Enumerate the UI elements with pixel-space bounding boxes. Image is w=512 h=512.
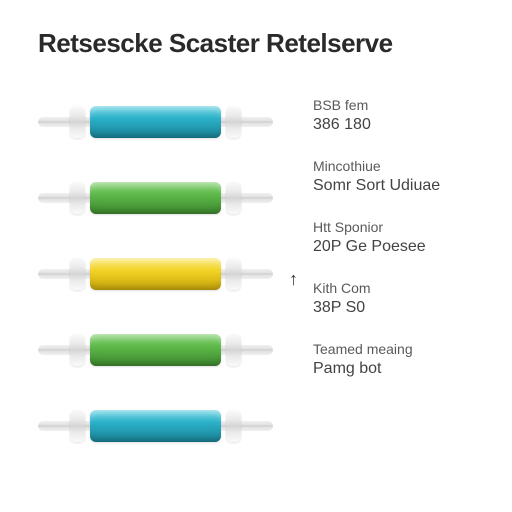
tube-cap-left [70,334,85,366]
tube-barrel [90,258,221,290]
tube-item [38,327,273,373]
tube-barrel [90,106,221,138]
tube-item [38,175,273,221]
page-title: Retsescke Scaster Retelserve [38,28,512,59]
tube-cap-right [226,410,241,442]
spec-item: Kith Com 38P S0 [313,280,440,317]
tube-cap-left [70,410,85,442]
spec-list: ↑ BSB fem 386 180 Mincothiue Somr Sort U… [313,97,440,449]
spec-label: Mincothiue [313,158,440,174]
spec-label: Teamed meaing [313,341,440,357]
arrow-up-icon: ↑ [289,269,298,290]
tube-cap-left [70,182,85,214]
spec-value: 386 180 [313,116,440,134]
content: ↑ BSB fem 386 180 Mincothiue Somr Sort U… [38,97,512,449]
tube-barrel [90,182,221,214]
tube-item [38,99,273,145]
tube-cap-left [70,258,85,290]
tube-cap-right [226,334,241,366]
tube-list [38,97,273,449]
tube-cap-right [226,106,241,138]
spec-value: 38P S0 [313,299,440,317]
spec-label: BSB fem [313,97,440,113]
tube-item [38,403,273,449]
spec-label: Htt Sponior [313,219,440,235]
spec-value: Pamg bot [313,360,440,378]
spec-item: Htt Sponior 20P Ge Poesee [313,219,440,256]
spec-item: Teamed meaing Pamg bot [313,341,440,378]
spec-label: Kith Com [313,280,440,296]
spec-item: BSB fem 386 180 [313,97,440,134]
tube-barrel [90,410,221,442]
tube-barrel [90,334,221,366]
spec-item: Mincothiue Somr Sort Udiuae [313,158,440,195]
tube-item [38,251,273,297]
spec-value: Somr Sort Udiuae [313,177,440,195]
tube-cap-left [70,106,85,138]
tube-cap-right [226,182,241,214]
tube-cap-right [226,258,241,290]
spec-value: 20P Ge Poesee [313,238,440,256]
